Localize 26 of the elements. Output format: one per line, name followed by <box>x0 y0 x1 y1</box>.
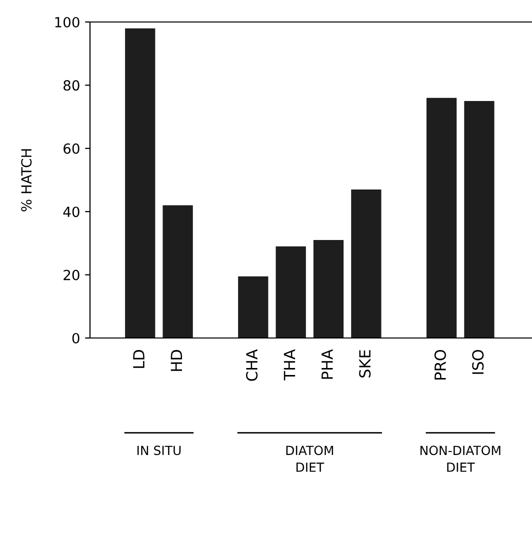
bar <box>464 101 494 338</box>
y-tick-label: 0 <box>72 332 80 344</box>
bar <box>351 189 382 338</box>
bar <box>426 98 457 338</box>
bar <box>238 276 268 338</box>
x-tick-label: SKE <box>359 350 371 378</box>
x-tick-label: THA <box>284 349 296 380</box>
y-tick-label: 40 <box>63 206 80 218</box>
bar <box>313 240 344 338</box>
y-tick-label: 20 <box>64 270 80 280</box>
x-tick-label: CHA <box>246 349 258 381</box>
text: NON-DIATOM DIET <box>420 446 500 472</box>
bar <box>125 28 156 338</box>
y-axis-title: % HATCH <box>21 149 32 212</box>
text: IN SITU <box>137 446 181 456</box>
x-tick-label: ISO <box>472 350 484 374</box>
x-tick-label: PHA <box>322 349 333 379</box>
text: DIATOM DIET <box>286 446 334 472</box>
x-tick-label: LD <box>133 350 144 368</box>
y-tick-label: 100 <box>55 16 80 28</box>
bar <box>276 246 306 338</box>
y-tick-label: 60 <box>64 143 80 154</box>
bar <box>162 205 193 338</box>
x-tick-label: HD <box>170 350 182 371</box>
x-tick-label: PRO <box>434 350 446 380</box>
y-tick-label: 80 <box>64 80 80 91</box>
